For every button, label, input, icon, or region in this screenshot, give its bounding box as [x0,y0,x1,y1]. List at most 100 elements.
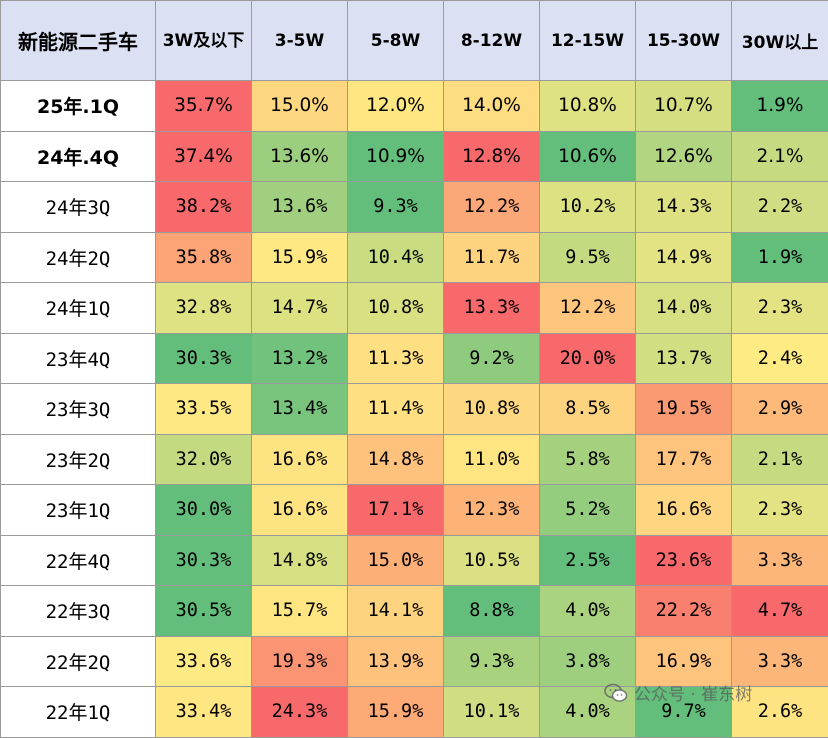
heatmap-cell: 2.5% [540,535,636,586]
heatmap-cell: 2.4% [732,333,828,384]
row-label: 22年2Q [1,636,156,687]
heatmap-cell: 14.8% [348,434,444,485]
row-label: 22年3Q [1,586,156,637]
row-label: 23年2Q [1,434,156,485]
heatmap-cell: 9.3% [444,636,540,687]
heatmap-cell: 2.6% [732,687,828,738]
row-label: 23年1Q [1,485,156,536]
heatmap-cell: 14.8% [252,535,348,586]
heatmap-cell: 13.6% [252,131,348,182]
heatmap-cell: 11.3% [348,333,444,384]
column-header: 3W及以下 [156,1,252,81]
row-label: 24年1Q [1,283,156,334]
heatmap-cell: 5.2% [540,485,636,536]
heatmap-cell: 10.8% [444,384,540,435]
heatmap-cell: 13.2% [252,333,348,384]
column-header: 5-8W [348,1,444,81]
column-header: 8-12W [444,1,540,81]
column-header: 15-30W [636,1,732,81]
heatmap-cell: 15.9% [252,232,348,283]
heatmap-cell: 16.6% [252,485,348,536]
column-header: 12-15W [540,1,636,81]
heatmap-cell: 32.8% [156,283,252,334]
heatmap-cell: 14.0% [636,283,732,334]
heatmap-cell: 10.8% [540,81,636,132]
heatmap-cell: 15.0% [348,535,444,586]
heatmap-cell: 4.7% [732,586,828,637]
heatmap-cell: 2.1% [732,434,828,485]
row-label: 22年4Q [1,535,156,586]
heatmap-cell: 12.2% [444,182,540,233]
heatmap-cell: 13.9% [348,636,444,687]
heatmap-cell: 17.1% [348,485,444,536]
heatmap-cell: 9.3% [348,182,444,233]
heatmap-cell: 11.0% [444,434,540,485]
heatmap-cell: 30.5% [156,586,252,637]
header-row: 新能源二手车 3W及以下 3-5W 5-8W 8-12W 12-15W 15-3… [1,1,828,81]
heatmap-cell: 14.3% [636,182,732,233]
heatmap-cell: 30.0% [156,485,252,536]
heatmap-cell: 10.1% [444,687,540,738]
heatmap-cell: 32.0% [156,434,252,485]
row-label: 22年1Q [1,687,156,738]
column-header: 3-5W [252,1,348,81]
heatmap-cell: 10.5% [444,535,540,586]
row-label: 24年3Q [1,182,156,233]
heatmap-cell: 35.8% [156,232,252,283]
heatmap-cell: 2.3% [732,485,828,536]
row-label: 24年.4Q [1,131,156,182]
heatmap-cell: 20.0% [540,333,636,384]
heatmap-cell: 15.7% [252,586,348,637]
heatmap-cell: 24.3% [252,687,348,738]
heatmap-cell: 12.0% [348,81,444,132]
heatmap-cell: 12.6% [636,131,732,182]
heatmap-cell: 1.9% [732,81,828,132]
heatmap-cell: 30.3% [156,535,252,586]
heatmap-cell: 12.2% [540,283,636,334]
heatmap-cell: 15.9% [348,687,444,738]
heatmap-cell: 3.3% [732,636,828,687]
row-label: 24年2Q [1,232,156,283]
heatmap-cell: 4.0% [540,586,636,637]
heatmap-cell: 3.3% [732,535,828,586]
heatmap-cell: 11.7% [444,232,540,283]
heatmap-cell: 8.5% [540,384,636,435]
heatmap-cell: 33.6% [156,636,252,687]
heatmap-cell: 9.2% [444,333,540,384]
heatmap-cell: 17.7% [636,434,732,485]
heatmap-cell: 14.0% [444,81,540,132]
heatmap-cell: 14.9% [636,232,732,283]
heatmap-cell: 10.9% [348,131,444,182]
heatmap-cell: 19.5% [636,384,732,435]
heatmap-cell: 33.4% [156,687,252,738]
heatmap-cell: 19.3% [252,636,348,687]
heatmap-cell: 12.3% [444,485,540,536]
heatmap-cell: 10.8% [348,283,444,334]
heatmap-cell: 16.9% [636,636,732,687]
heatmap-cell: 2.3% [732,283,828,334]
heatmap-cell: 9.5% [540,232,636,283]
row-label: 23年3Q [1,384,156,435]
heatmap-cell: 1.9% [732,232,828,283]
heatmap-cell: 10.4% [348,232,444,283]
heatmap-cell: 23.6% [636,535,732,586]
heatmap-cell: 35.7% [156,81,252,132]
heatmap-cell: 13.6% [252,182,348,233]
heatmap-cell: 3.8% [540,636,636,687]
heatmap-cell: 4.0% [540,687,636,738]
heatmap-cell: 15.0% [252,81,348,132]
heatmap-cell: 10.2% [540,182,636,233]
heatmap-cell: 16.6% [636,485,732,536]
heatmap-cell: 38.2% [156,182,252,233]
